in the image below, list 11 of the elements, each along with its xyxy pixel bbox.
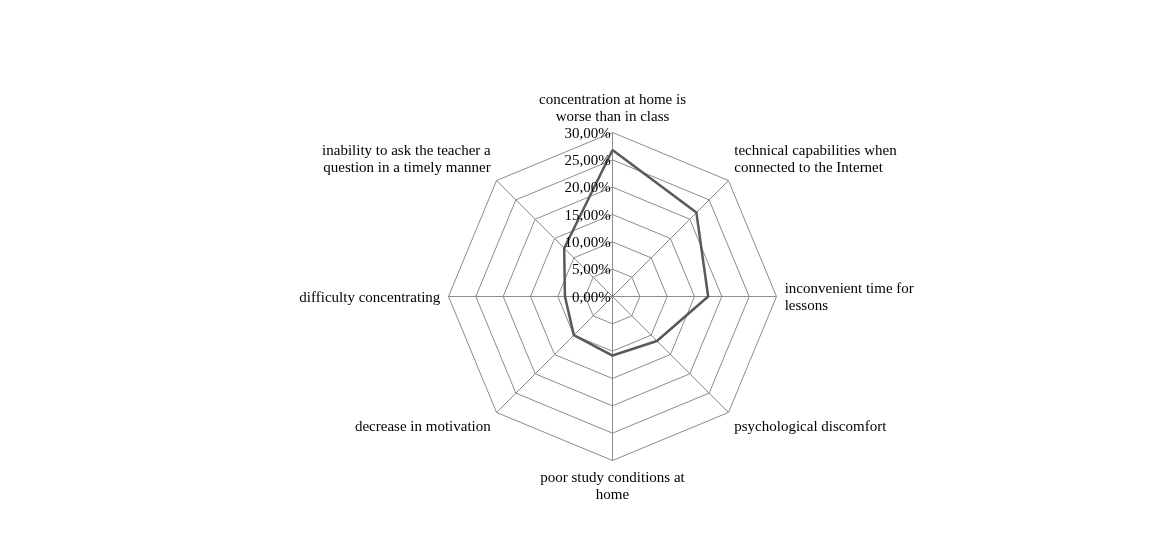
- spoke-label: concentration at home is worse than in class: [538, 91, 687, 125]
- spoke-label: inability to ask the teacher a question in a timely manner: [322, 141, 492, 175]
- spoke-label: psychological discomfort: [734, 418, 888, 435]
- spoke-label: decrease in motivation: [354, 418, 492, 435]
- y-tick-label: 30,00%: [564, 124, 611, 141]
- spoke-label: inconvenient time for lessons: [784, 280, 914, 313]
- spoke-label: poor study conditions at home: [540, 468, 686, 502]
- spoke-label: technical capabilities when connected to the Internet: [734, 141, 898, 175]
- spoke-label: difficulty concentrating: [299, 288, 441, 305]
- y-tick-label: 0,00%: [572, 288, 611, 305]
- y-tick-label: 5,00%: [572, 261, 611, 278]
